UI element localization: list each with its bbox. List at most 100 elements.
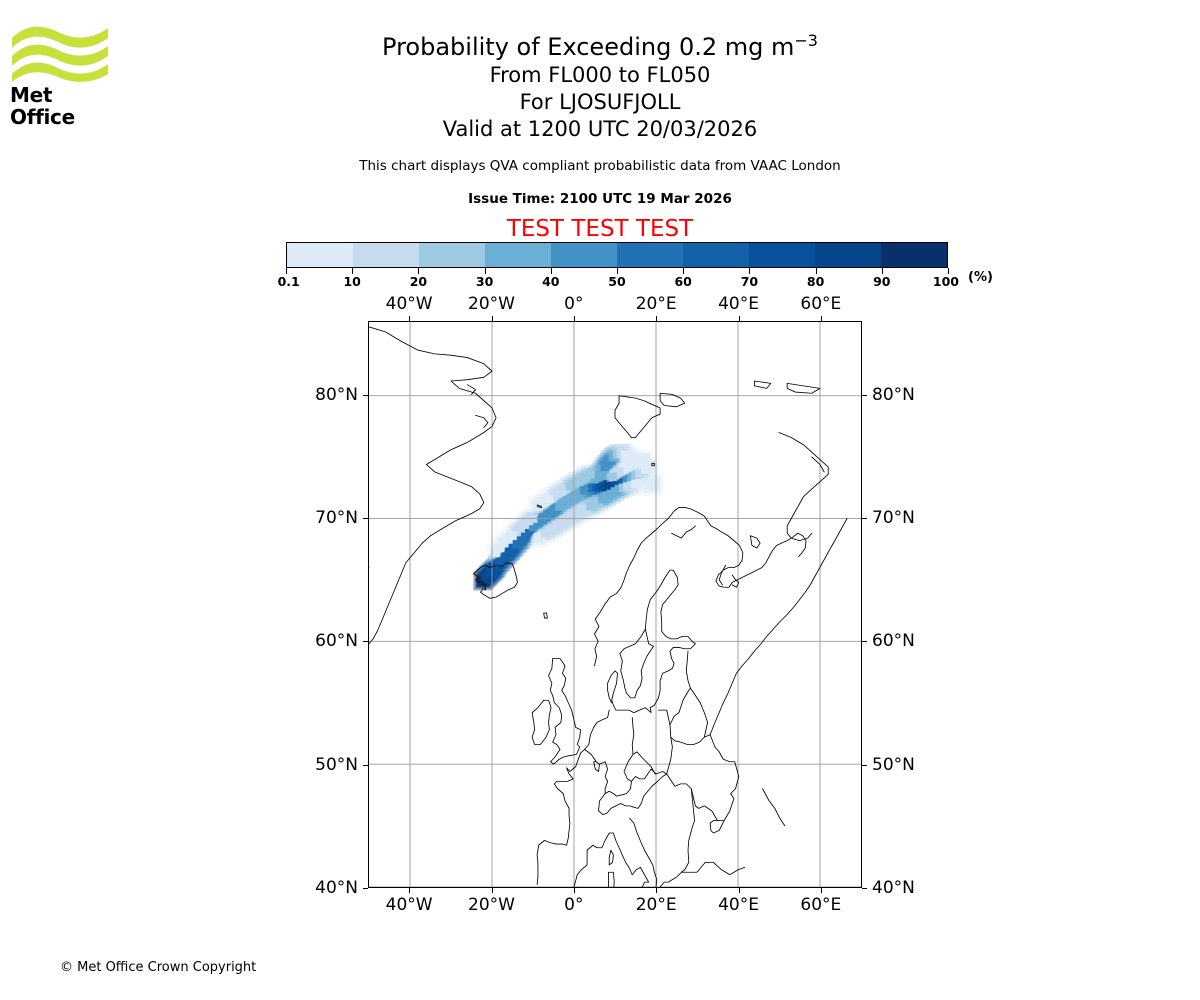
coastline <box>666 650 691 775</box>
coastline <box>718 564 727 586</box>
coastline <box>473 562 518 599</box>
coastline <box>651 462 655 467</box>
graticule-layer <box>369 322 861 887</box>
colorbar-tick-label: 80 <box>806 274 825 289</box>
coastline <box>659 392 686 408</box>
colorbar-tick <box>286 268 287 274</box>
axis-tick <box>409 316 411 321</box>
axis-tick <box>409 888 411 893</box>
plume-cell <box>608 472 618 482</box>
lat-label-left: 70°N <box>315 508 358 529</box>
colorbar-tick-label: 0.1 <box>277 274 300 289</box>
colorbar-tick-label: 90 <box>873 274 891 289</box>
axis-tick <box>738 316 740 321</box>
coastline <box>629 817 658 887</box>
lon-label-bottom: 60°E <box>800 895 842 915</box>
axis-tick <box>363 888 368 889</box>
axis-tick <box>862 394 867 396</box>
issue-time: Issue Time: 2100 UTC 19 Mar 2026 <box>468 191 732 207</box>
coastline <box>749 535 761 549</box>
colorbar-band-8 <box>815 243 881 267</box>
lon-label-bottom: 0° <box>564 895 584 915</box>
lon-label-top: 0° <box>564 294 584 314</box>
coastline <box>631 717 635 755</box>
coastline <box>608 871 615 887</box>
axis-tick <box>363 641 368 643</box>
colorbar-band-0 <box>287 243 353 267</box>
lat-label-right: 80°N <box>872 384 915 405</box>
lon-label-bottom: 40°W <box>385 895 433 915</box>
axis-tick <box>363 518 368 520</box>
lon-label-bottom: 20°E <box>635 895 677 915</box>
plume-cell <box>495 543 505 553</box>
lat-label-left: 80°N <box>315 384 358 405</box>
lon-label-top: 40°E <box>718 294 759 314</box>
axis-tick <box>573 316 575 321</box>
colorbar-tick <box>617 268 618 274</box>
axis-tick <box>656 888 658 893</box>
plume-cell <box>645 462 655 472</box>
axis-tick <box>363 764 368 766</box>
flight-level-range: From FL000 to FL050 <box>489 63 711 87</box>
lat-label-right: 60°N <box>872 631 915 652</box>
plume-cell <box>586 470 595 479</box>
coastline <box>614 395 661 438</box>
coastline <box>586 832 650 883</box>
colorbar-band-9 <box>881 243 947 267</box>
plume-cell <box>491 548 501 558</box>
map-plot-area[interactable] <box>368 321 862 888</box>
logo-waves-icon <box>10 22 110 84</box>
axis-tick <box>738 888 740 893</box>
axis-tick <box>363 394 368 396</box>
coastline <box>623 751 656 782</box>
lat-label-right: 40°N <box>872 878 915 898</box>
coastline <box>709 518 848 736</box>
lat-label-left: 50°N <box>315 754 358 775</box>
coastline <box>548 658 581 765</box>
ash-plume-layer <box>473 443 664 591</box>
page-title-exponent: −3 <box>794 31 818 50</box>
colorbar-tick <box>948 268 949 274</box>
colorbar-tick-label: 60 <box>674 274 692 289</box>
coastline <box>593 709 610 728</box>
plume-cell <box>499 538 509 548</box>
colorbar-tick <box>815 268 817 274</box>
coastline <box>608 849 614 866</box>
lon-label-bottom: 20°W <box>468 895 515 915</box>
colorbar-tick-label: 40 <box>542 274 560 289</box>
lat-label-left: 40°N <box>315 878 358 898</box>
plume-cell <box>639 455 648 464</box>
volcano-name: For LJOSUFJOLL <box>519 90 681 114</box>
coastline <box>689 687 709 738</box>
axis-tick <box>491 316 493 321</box>
coastline <box>369 326 497 645</box>
logo-wordmark: Met Office <box>10 83 75 129</box>
colorbar-tick-label: 100 <box>932 274 959 289</box>
coastline <box>624 628 654 699</box>
qva-note: This chart displays QVA compliant probab… <box>359 158 841 174</box>
plume-cell <box>635 478 644 488</box>
coastline <box>778 432 829 542</box>
axis-tick <box>862 641 867 643</box>
coastline <box>607 569 696 714</box>
axis-tick <box>656 316 658 321</box>
coastline <box>573 849 588 887</box>
lon-label-top: 40°W <box>385 294 433 314</box>
met-office-logo: Met Office <box>10 22 115 128</box>
colorbar-tick <box>881 268 883 274</box>
lat-label-left: 60°N <box>315 631 358 652</box>
coastline <box>709 820 725 834</box>
coastline <box>598 768 668 812</box>
coastline <box>762 788 786 827</box>
coastline <box>598 773 668 815</box>
coastline <box>786 382 821 394</box>
colorbar-tick-label: 30 <box>475 274 494 289</box>
colorbar-band-3 <box>485 243 551 267</box>
coastline <box>659 788 695 887</box>
axis-tick <box>820 316 822 321</box>
lon-label-top: 20°W <box>468 294 515 314</box>
page-title: Probability of Exceeding 0.2 mg m−3 <box>0 26 1200 62</box>
coastline <box>475 414 489 429</box>
plume-cell <box>532 501 542 511</box>
